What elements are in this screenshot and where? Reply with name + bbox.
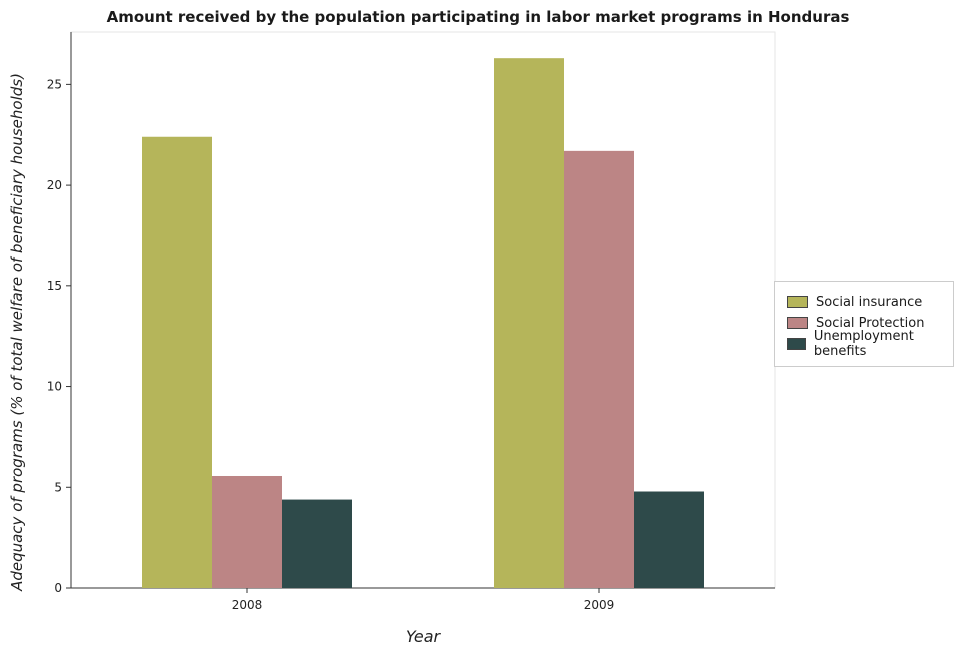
y-tick-label: 10 xyxy=(47,380,62,394)
bar-social-protection-2009 xyxy=(564,150,634,588)
legend-label: Social insurance xyxy=(816,294,923,310)
legend-item: Social Protection xyxy=(787,315,925,331)
legend-item: Social insurance xyxy=(787,294,923,310)
x-axis-label: Year xyxy=(406,627,442,646)
legend-item: Unemployment benefits xyxy=(787,329,953,359)
y-tick-label: 25 xyxy=(47,77,62,91)
y-tick-label: 15 xyxy=(47,279,62,293)
legend: Social insurance Social Protection Unemplo… xyxy=(774,281,954,367)
legend-label: Social Protection xyxy=(816,315,925,331)
x-tick-label: 2009 xyxy=(584,598,615,612)
bar-social-insurance-2008 xyxy=(142,136,212,589)
bar-unemployment-benefits-2008 xyxy=(282,499,352,588)
y-tick-label: 5 xyxy=(54,480,62,494)
y-axis-label: Adequacy of programs (% of total welfare… xyxy=(8,73,26,592)
legend-swatch xyxy=(787,317,808,329)
y-tick-label: 0 xyxy=(54,581,62,595)
chart-title: Amount received by the population partic… xyxy=(106,8,850,26)
legend-label: Unemployment benefits xyxy=(813,329,914,359)
x-tick-label: 2008 xyxy=(232,598,263,612)
bar-social-protection-2008 xyxy=(212,475,282,588)
legend-swatch xyxy=(787,296,808,308)
bar-unemployment-benefits-2009 xyxy=(634,491,704,588)
bar-social-insurance-2009 xyxy=(494,58,564,588)
y-tick-label: 20 xyxy=(47,178,62,192)
legend-swatch xyxy=(787,338,806,350)
